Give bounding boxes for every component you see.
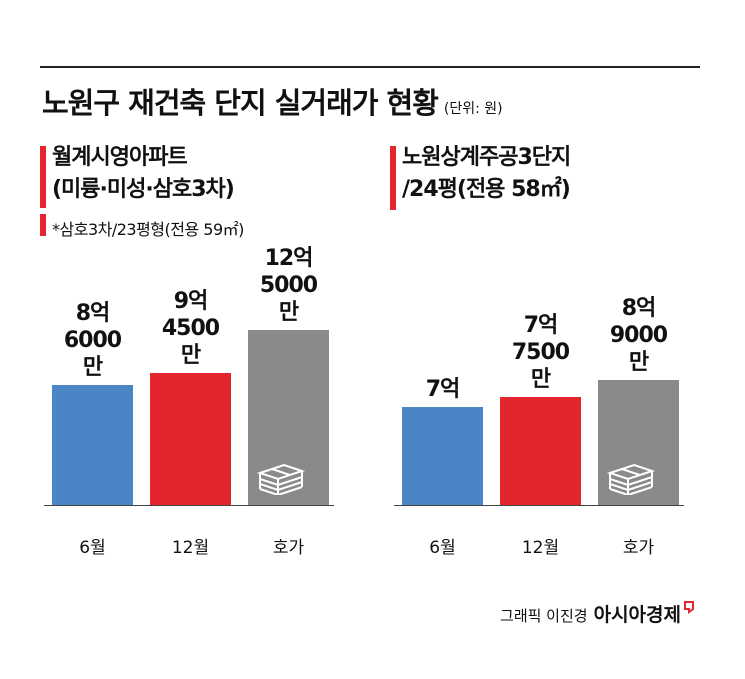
top-rule xyxy=(40,66,700,68)
x-tick-label: 호가 xyxy=(272,538,305,558)
header: 노원구 재건축 단지 실거래가 현황 (단위: 원) xyxy=(42,80,503,122)
title-marker xyxy=(390,146,396,210)
title: 노원구 재건축 단지 실거래가 현황 xyxy=(42,86,439,120)
x-tick-label: 6월 xyxy=(79,538,106,558)
bar xyxy=(402,407,483,505)
x-tick-label: 12월 xyxy=(171,538,210,558)
value-label: 7억 xyxy=(425,377,461,402)
footer: 그래픽 이진경 아시아경제 xyxy=(500,600,695,627)
bar xyxy=(598,380,679,505)
value-label: 7억 7500만 xyxy=(511,312,570,392)
value-label: 9억 4500만 xyxy=(161,288,220,368)
note-marker xyxy=(40,214,46,236)
value-label: 8억 9000만 xyxy=(609,296,668,376)
x-tick-label: 12월 xyxy=(521,538,560,558)
money-icon xyxy=(256,455,306,499)
bar xyxy=(248,330,329,505)
bar xyxy=(500,396,581,505)
credit: 그래픽 이진경 xyxy=(500,607,588,625)
unit: (단위: 원) xyxy=(443,101,503,117)
x-tick-label: 호가 xyxy=(622,538,655,558)
x-tick-label: 6월 xyxy=(429,538,456,558)
baseline xyxy=(394,505,684,506)
money-icon xyxy=(606,455,656,499)
chart-note: *삼호3차/23평형(전용 59㎡) xyxy=(52,220,244,239)
title-marker xyxy=(40,146,46,208)
brand-icon xyxy=(684,601,694,614)
chart-subtitle: /24평(전용 58㎡) xyxy=(402,177,571,202)
baseline xyxy=(44,505,334,506)
bar xyxy=(150,372,231,505)
chart-title: 노원상계주공3단지 xyxy=(402,145,571,170)
value-label: 8억 6000만 xyxy=(63,300,122,380)
value-label: 12억 5000만 xyxy=(259,246,318,325)
bar xyxy=(52,384,133,505)
chart-title: 월계시영아파트 xyxy=(52,145,188,170)
chart-subtitle: (미륭·미성·삼호3차) xyxy=(52,177,235,202)
brand: 아시아경제 xyxy=(593,604,681,626)
